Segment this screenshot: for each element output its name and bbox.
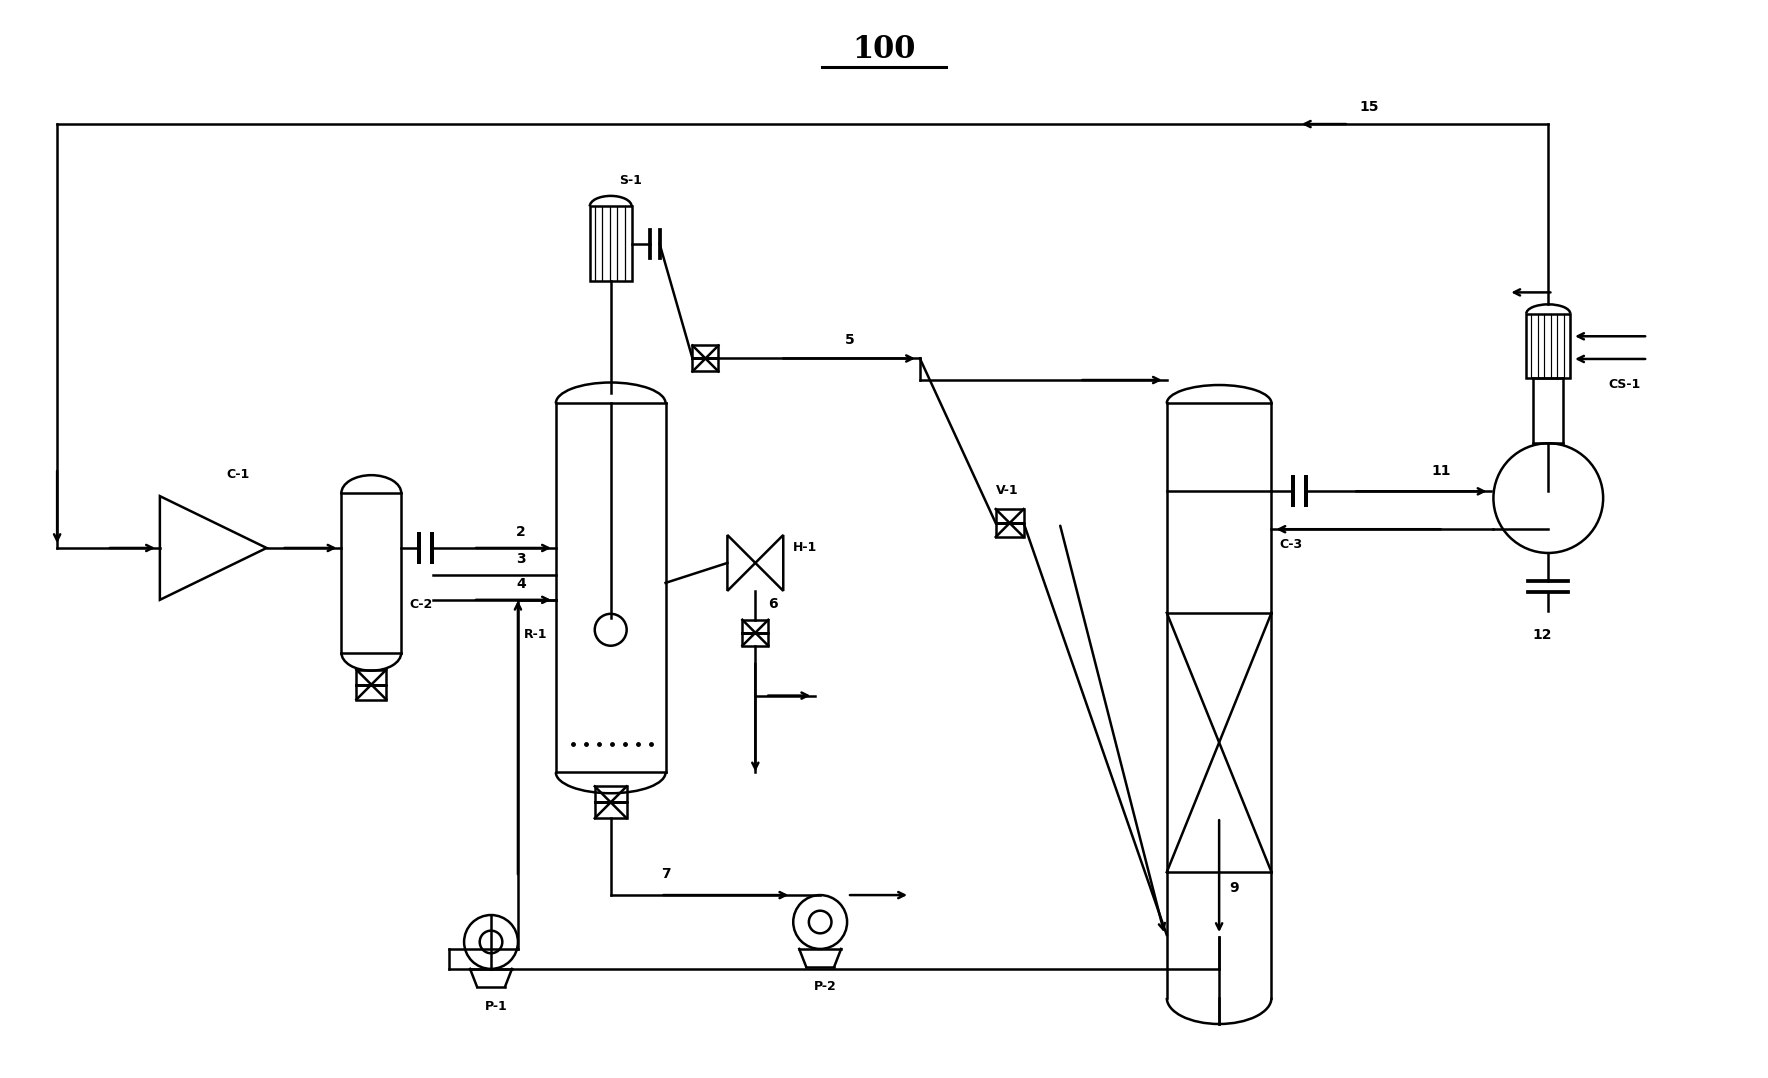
Text: S-1: S-1 <box>619 175 642 188</box>
Text: P-2: P-2 <box>813 980 836 993</box>
Bar <box>1526 314 1570 378</box>
Bar <box>357 669 385 700</box>
Bar <box>591 206 631 281</box>
Text: P-1: P-1 <box>484 999 507 1013</box>
Text: R-1: R-1 <box>525 627 548 640</box>
Text: C-1: C-1 <box>226 468 249 481</box>
Text: 11: 11 <box>1430 465 1450 479</box>
Text: C-2: C-2 <box>408 598 433 611</box>
Text: 3: 3 <box>516 552 525 566</box>
Text: H-1: H-1 <box>794 541 817 554</box>
Text: 4: 4 <box>516 577 525 591</box>
Text: 2: 2 <box>516 525 525 539</box>
Text: CS-1: CS-1 <box>1609 378 1641 391</box>
Bar <box>693 346 718 372</box>
Bar <box>743 620 769 646</box>
Bar <box>594 786 626 818</box>
Text: 12: 12 <box>1533 627 1552 641</box>
Text: V-1: V-1 <box>997 484 1018 497</box>
Text: C-3: C-3 <box>1278 538 1301 551</box>
Text: 100: 100 <box>852 33 916 65</box>
Text: 15: 15 <box>1360 100 1379 114</box>
Text: 5: 5 <box>845 332 856 346</box>
Bar <box>995 509 1024 537</box>
Text: 9: 9 <box>1229 881 1239 895</box>
Text: 6: 6 <box>769 597 778 611</box>
Text: 7: 7 <box>661 867 670 881</box>
